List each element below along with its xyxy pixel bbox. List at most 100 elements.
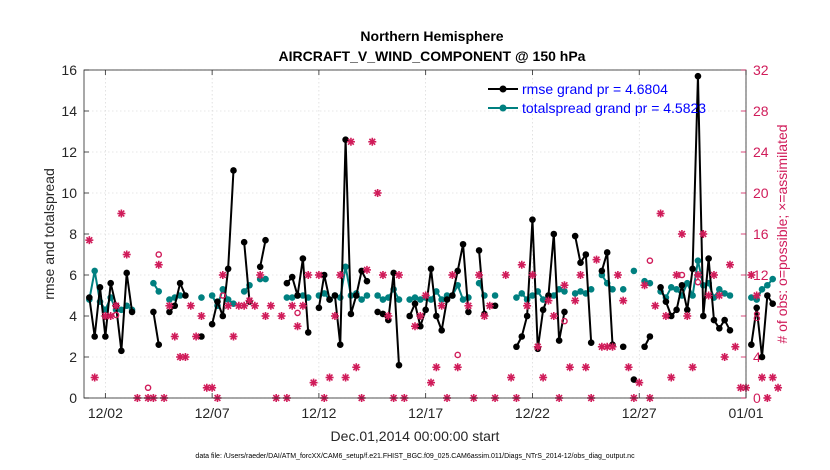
rmse-point [288,273,296,281]
star-stroke [336,271,344,279]
star-stroke [731,343,739,351]
star-stroke [427,379,435,387]
obs-possible-point [144,384,152,392]
rmse-point [678,281,686,289]
obs-assimilated-point [501,271,510,279]
obs-assimilated-point [581,363,590,372]
star-stroke [582,363,590,371]
spread-point [683,279,691,287]
obs-assimilated-point [624,363,633,372]
star-stroke [518,261,526,269]
obs-assimilated-point [635,378,644,387]
rmse-point [758,353,766,361]
rmse-point [283,279,291,287]
obs-assimilated-point [763,394,772,402]
rmse-line [478,250,486,315]
rmse-point [646,333,654,340]
obs-assimilated-point [539,373,548,382]
rmse-point [411,300,419,308]
obs-assimilated-point [192,332,201,341]
star-stroke [256,271,264,279]
rmse-point [374,308,381,316]
x-axis-label: Dec.01,2014 00:00:00 start [331,428,500,444]
obs-assimilated-point [640,281,649,290]
rmse-point [598,267,606,275]
rmse-point [710,316,718,324]
star-stroke [539,374,547,381]
spread-point [667,284,675,291]
obs-assimilated-point [475,271,484,279]
rmse-point [769,300,776,308]
obs-possible-point [694,278,702,286]
y2-tick-label: 8 [753,308,761,324]
obs-assimilated-point [437,301,446,310]
rmse-point [667,312,675,320]
legend-marker-rmse [499,85,507,93]
spread-point [758,286,766,293]
obs-assimilated-point [181,353,190,361]
y2-tick-label: 20 [753,185,769,201]
obs-assimilated-point [90,373,99,382]
obs-assimilated-point [597,342,606,351]
star-stroke [278,312,285,320]
obs-assimilated-point [528,271,537,279]
star-stroke [155,261,163,269]
star-stroke [710,271,718,279]
spread-point [550,292,558,299]
obs-assimilated-point [314,271,323,279]
star-stroke [224,302,232,310]
star-stroke [571,297,579,305]
obs-assimilated-point [421,291,430,300]
obs-assimilated-point [165,301,174,310]
star-stroke [577,271,584,279]
obs-assimilated-point [336,271,345,279]
star-stroke [561,281,568,289]
rmse-point [529,216,536,223]
obs-assimilated-point [592,255,601,264]
rmse-point [438,327,445,334]
rmse-point [294,292,301,299]
star-stroke [203,384,211,392]
star-stroke [534,343,542,351]
star-stroke [603,343,611,351]
spread-point [529,292,536,299]
star-stroke [85,236,93,244]
y2-tick-label: 32 [753,62,769,78]
obs-possible-point [294,309,301,317]
obs-assimilated-point [293,322,302,331]
star-stroke [176,353,184,361]
star-stroke [262,312,269,320]
spread-point [764,281,771,289]
star-stroke [117,210,125,217]
star-stroke [91,374,99,381]
star-stroke [267,302,275,310]
star-stroke [678,230,686,238]
y-tick-label: 8 [69,226,77,242]
rmse-point [683,306,691,314]
star-stroke [683,312,691,320]
rmse-point [331,292,339,299]
rmse-point [582,251,590,258]
rmse-point [587,339,595,346]
rmse-line [515,218,566,350]
star-stroke [721,353,729,361]
y2-tick-label: 16 [753,226,769,242]
rmse-point [603,249,611,256]
star-stroke [448,271,456,279]
rmse-point [491,302,499,310]
star-stroke [523,302,531,310]
obs-assimilated-point [384,312,393,320]
spread-point [374,292,381,299]
rmse-point [208,320,216,328]
y2-tick-label: 28 [753,103,769,119]
rmse-point [123,269,131,277]
obs-assimilated-point [106,312,115,320]
star-stroke [651,302,659,310]
rmse-point [641,343,648,351]
obs-assimilated-point [661,312,670,320]
obs-assimilated-point [256,271,265,279]
rmse-point [539,306,547,314]
spread-point [513,294,520,301]
rmse-point [449,292,456,299]
rmse-point [716,325,723,332]
